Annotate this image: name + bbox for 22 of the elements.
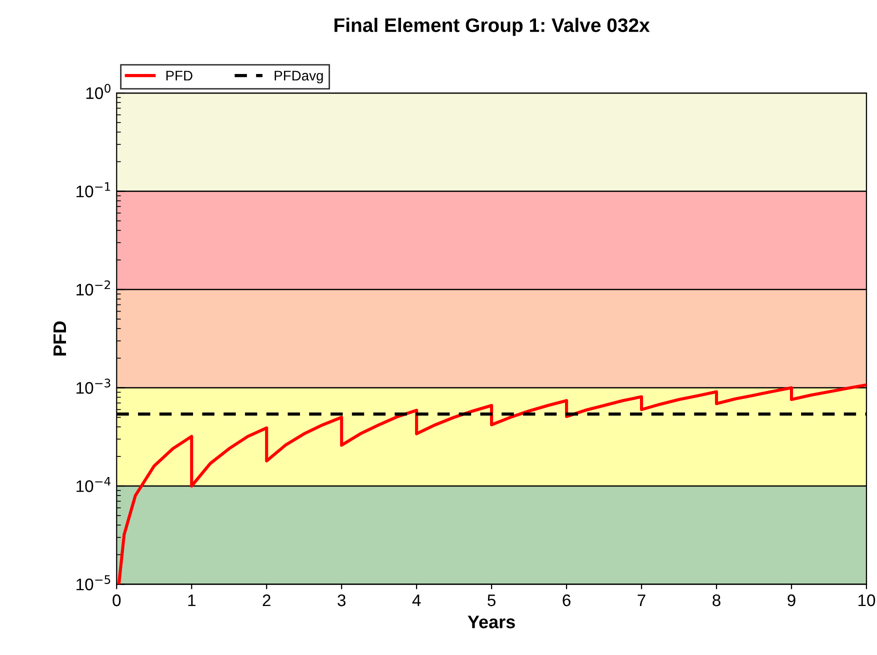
x-tick-label: 0 bbox=[112, 594, 121, 606]
x-tick-label: 10 bbox=[858, 594, 876, 606]
y-tick-label: 10$^{−1}$ bbox=[76, 182, 110, 198]
y-tick-label: 10$^{0}$ bbox=[86, 84, 110, 100]
y-tick-label: 10$^{−2}$ bbox=[76, 280, 110, 296]
x-tick-label: 3 bbox=[338, 594, 346, 606]
y-tick-label: 10$^{−4}$ bbox=[76, 477, 111, 492]
x-tick-label: 8 bbox=[712, 594, 720, 606]
y-tick-label: 10$^{−5}$ bbox=[76, 575, 110, 590]
x-tick-label: 7 bbox=[638, 594, 646, 606]
chart-title: Final Element Group 1: Valve 032x bbox=[334, 18, 650, 36]
x-tick-label: 2 bbox=[262, 594, 270, 606]
x-tick-label: 5 bbox=[488, 594, 496, 606]
y-tick-label: 10$^{−3}$ bbox=[76, 378, 110, 394]
legend-label: PFDavg bbox=[274, 70, 323, 84]
x-tick-label: 1 bbox=[188, 594, 196, 606]
legend-label: PFD bbox=[166, 70, 192, 80]
x-tick-label: 6 bbox=[562, 594, 570, 606]
x-tick-label: 9 bbox=[788, 594, 796, 606]
x-axis-title: Years bbox=[468, 616, 515, 628]
x-tick-label: 4 bbox=[412, 594, 421, 606]
y-axis-title: PFD bbox=[54, 321, 66, 356]
